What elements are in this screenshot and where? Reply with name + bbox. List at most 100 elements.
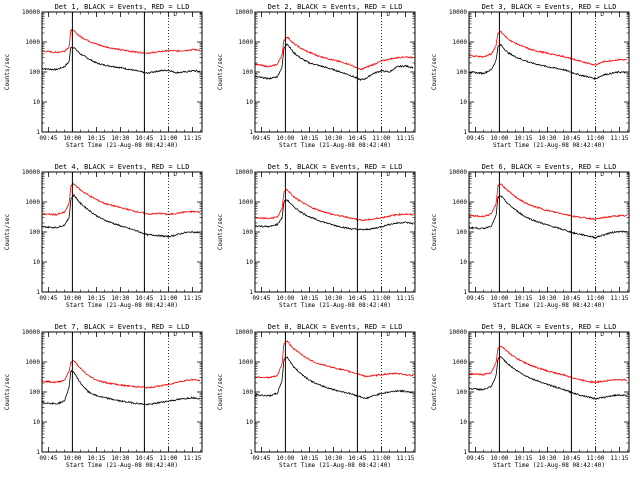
x-tick-label: 09:45 <box>252 295 270 302</box>
plot-frame <box>254 11 416 133</box>
x-tick-label: 10:30 <box>111 455 129 462</box>
y-tick-label: 1 <box>36 129 40 136</box>
y-tick-label: 10000 <box>22 9 40 16</box>
series-line-events <box>254 356 414 400</box>
y-tick-label: 100 <box>29 389 40 396</box>
plot-frame <box>468 11 630 133</box>
series-line-events <box>42 193 201 239</box>
series-line-lld <box>469 30 627 66</box>
x-tick-label: 09:45 <box>466 295 484 302</box>
y-axis-label: Counts/sec <box>217 214 224 251</box>
legend-glyph: L <box>386 171 390 178</box>
x-tick-label: 11:15 <box>396 295 414 302</box>
y-tick-label: 10 <box>33 99 41 106</box>
series-line-lld <box>254 188 413 222</box>
legend-glyph: L <box>600 331 604 338</box>
series-line-events <box>42 369 201 406</box>
y-tick-label: 10 <box>460 259 468 266</box>
plot-frame <box>41 331 203 453</box>
x-tick-label: 11:15 <box>183 295 201 302</box>
x-tick-label: 10:45 <box>348 295 366 302</box>
x-tick-label: 10:00 <box>490 135 508 142</box>
x-tick-label: 10:30 <box>538 295 556 302</box>
panel-title: Det 5, BLACK = Events, RED = LLD <box>268 163 403 171</box>
y-tick-label: 10000 <box>449 329 467 336</box>
panel-det-8: 1 10 100 1000 10000 09:45 10:00 10:15 10:30 10:45… <box>217 323 416 469</box>
x-tick-label: 11:00 <box>372 455 390 462</box>
x-axis-label: Start Time (21-Aug-08 08:42:40) <box>493 462 605 469</box>
legend-glyph: L <box>600 11 604 18</box>
y-tick-label: 1 <box>249 289 253 296</box>
x-tick-label: 10:30 <box>324 135 342 142</box>
x-tick-label: 09:45 <box>39 455 57 462</box>
y-tick-label: 1 <box>36 449 40 456</box>
plot-frame <box>468 331 630 453</box>
x-tick-label: 11:00 <box>159 135 177 142</box>
y-axis-label: Counts/sec <box>431 374 438 411</box>
x-tick-label: 10:30 <box>111 135 129 142</box>
y-tick-label: 10000 <box>235 329 253 336</box>
y-tick-label: 10 <box>33 419 41 426</box>
x-tick-label: 10:30 <box>324 295 342 302</box>
x-tick-label: 09:45 <box>39 295 57 302</box>
panel-det-6: 1 10 100 1000 10000 09:45 10:00 10:15 10:30 10:45… <box>431 163 630 309</box>
y-axis-label: Counts/sec <box>4 54 11 91</box>
x-tick-label: 10:00 <box>276 455 294 462</box>
x-tick-label: 11:15 <box>610 135 628 142</box>
x-tick-label: 10:45 <box>348 455 366 462</box>
legend-glyph: L <box>600 171 604 178</box>
x-axis-label: Start Time (21-Aug-08 08:42:40) <box>493 142 605 149</box>
legend-glyph: L <box>173 331 177 338</box>
series-line-lld <box>41 360 201 390</box>
y-tick-label: 10 <box>460 99 468 106</box>
x-tick-label: 10:45 <box>348 135 366 142</box>
x-tick-label: 10:30 <box>111 295 129 302</box>
x-tick-label: 10:45 <box>562 455 580 462</box>
y-tick-label: 1000 <box>239 199 254 206</box>
y-tick-label: 10 <box>246 259 254 266</box>
series-line-events <box>469 195 628 239</box>
y-tick-label: 100 <box>29 229 40 236</box>
plot-frame <box>41 11 203 133</box>
x-tick-label: 11:15 <box>183 135 201 142</box>
y-tick-label: 1 <box>463 449 467 456</box>
y-axis-label: Counts/sec <box>217 374 224 411</box>
x-axis-label: Start Time (21-Aug-08 08:42:40) <box>279 302 391 309</box>
panel-title: Det 1, BLACK = Events, RED = LLD <box>55 3 190 11</box>
x-tick-label: 10:00 <box>63 295 81 302</box>
y-tick-label: 100 <box>242 229 253 236</box>
y-axis-label: Counts/sec <box>431 54 438 91</box>
x-tick-label: 10:15 <box>87 135 105 142</box>
series-line-events <box>254 43 414 82</box>
x-tick-label: 10:45 <box>135 135 153 142</box>
y-tick-label: 10000 <box>235 169 253 176</box>
plot-frame <box>41 171 203 293</box>
panel-title: Det 8, BLACK = Events, RED = LLD <box>268 323 403 331</box>
x-tick-label: 11:15 <box>396 135 414 142</box>
x-tick-label: 10:00 <box>276 295 294 302</box>
x-tick-label: 09:45 <box>466 135 484 142</box>
legend-glyph: L <box>173 171 177 178</box>
x-axis-label: Start Time (21-Aug-08 08:42:40) <box>493 302 605 309</box>
x-tick-label: 11:15 <box>610 295 628 302</box>
series-line-events <box>254 199 414 231</box>
y-tick-label: 10 <box>33 259 41 266</box>
panel-title: Det 9, BLACK = Events, RED = LLD <box>482 323 617 331</box>
y-tick-label: 10 <box>246 419 254 426</box>
x-tick-label: 11:15 <box>396 455 414 462</box>
y-tick-label: 10000 <box>22 329 40 336</box>
x-tick-label: 10:45 <box>562 295 580 302</box>
y-tick-label: 10000 <box>449 169 467 176</box>
series-line-events <box>468 43 628 81</box>
x-tick-label: 10:00 <box>63 135 81 142</box>
y-tick-label: 1 <box>36 289 40 296</box>
y-tick-label: 1000 <box>26 39 41 46</box>
panel-title: Det 4, BLACK = Events, RED = LLD <box>55 163 190 171</box>
y-axis-label: Counts/sec <box>217 54 224 91</box>
y-tick-label: 1000 <box>453 199 468 206</box>
series-line-lld <box>41 28 200 55</box>
y-tick-label: 1000 <box>239 359 254 366</box>
x-tick-label: 11:00 <box>586 295 604 302</box>
y-tick-label: 100 <box>242 69 253 76</box>
